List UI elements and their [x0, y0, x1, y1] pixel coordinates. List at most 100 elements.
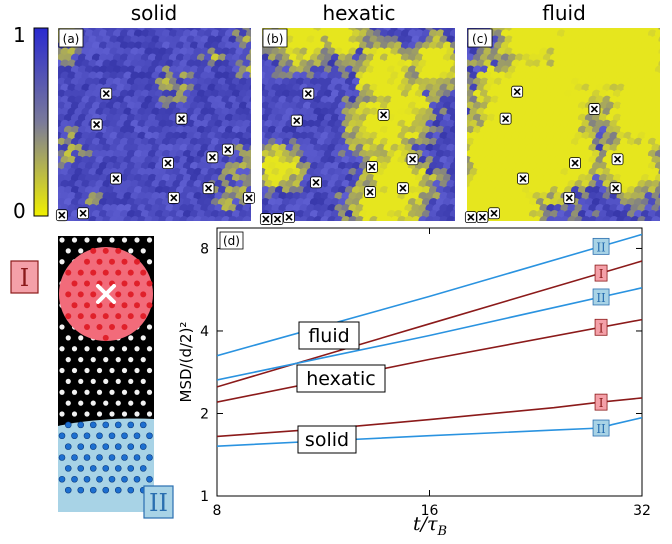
- order-cell: [532, 216, 542, 221]
- panel-c-tag: (c): [472, 32, 488, 46]
- order-cell: [662, 150, 671, 159]
- order-cell: [253, 66, 262, 75]
- order-cell: [193, 216, 203, 221]
- y-axis-label: MSD/(d/2)²: [177, 322, 195, 403]
- particle-ii: [121, 454, 128, 461]
- order-cell: [327, 216, 337, 221]
- particle-i: [134, 280, 140, 287]
- particle: [71, 237, 78, 243]
- particle: [59, 411, 65, 417]
- order-cell: [137, 216, 147, 221]
- particle-ii: [89, 421, 97, 429]
- order-cell: [369, 216, 379, 221]
- particle-ii: [83, 475, 91, 483]
- order-cell: [313, 216, 323, 221]
- order-cell: [504, 216, 514, 221]
- schematic-red-particles: [65, 247, 153, 341]
- order-cell: [85, 222, 94, 231]
- particle-i: [127, 291, 134, 298]
- particle-ii: [127, 421, 135, 429]
- particle: [65, 400, 71, 406]
- particle-ii: [89, 443, 97, 450]
- defect-marker-icon: [476, 211, 489, 224]
- particle: [84, 389, 90, 395]
- x-tick-label: 32: [633, 503, 651, 519]
- particle: [134, 411, 140, 417]
- particle: [146, 259, 153, 265]
- order-cell: [662, 126, 671, 135]
- particle-ii: [146, 475, 153, 483]
- series-tag-label: II: [596, 291, 606, 305]
- particle-i: [127, 313, 134, 320]
- order-cell: [457, 54, 466, 63]
- particle-i: [140, 269, 147, 276]
- order-cell: [446, 216, 455, 221]
- order-cell: [130, 216, 140, 221]
- order-cell: [123, 216, 133, 221]
- order-cell: [567, 216, 577, 221]
- series-tag-box: [592, 288, 610, 306]
- particle: [121, 411, 128, 417]
- order-cell: [334, 216, 344, 221]
- particle-ii: [108, 475, 116, 483]
- order-cell: [457, 114, 466, 123]
- annotation-hexatic-box: [296, 364, 386, 393]
- particle-ii: [71, 475, 78, 483]
- particle: [96, 389, 103, 395]
- series-tag-label: II: [596, 240, 606, 254]
- annotation-solid-box: [297, 425, 357, 454]
- particle-ii: [89, 465, 97, 472]
- order-cell: [457, 198, 466, 207]
- order-cell: [200, 216, 210, 221]
- panel-a-markers: [55, 87, 255, 222]
- order-cell: [64, 222, 73, 231]
- order-cell: [609, 216, 619, 221]
- defect-marker-icon: [206, 151, 219, 164]
- order-cell: [546, 216, 556, 221]
- panel-c-tag-box: [467, 28, 493, 48]
- panel-b-tag-box: [262, 28, 288, 48]
- order-cell: [595, 216, 605, 221]
- particle-i: [71, 302, 78, 309]
- colorbar-gradient: [33, 27, 49, 217]
- panel-a-cells: [58, 28, 262, 231]
- defect-marker-icon: [55, 209, 68, 222]
- defect-marker-icon: [283, 211, 295, 224]
- particle-ii: [114, 465, 122, 472]
- order-cell: [457, 66, 466, 75]
- order-cell: [457, 90, 466, 99]
- order-cell: [88, 216, 98, 221]
- particle-i: [65, 269, 72, 276]
- particle: [90, 400, 96, 406]
- order-cell: [457, 150, 466, 159]
- order-cell: [221, 216, 231, 221]
- order-cell: [120, 222, 129, 231]
- particle: [109, 389, 115, 395]
- order-cell: [341, 216, 351, 221]
- order-cell: [306, 216, 316, 221]
- order-cell: [141, 222, 150, 231]
- x-axis-label: t/τB: [413, 513, 447, 539]
- order-cell: [179, 216, 189, 221]
- order-cell: [253, 102, 262, 111]
- order-cell: [95, 216, 105, 221]
- defect-marker-icon: [364, 186, 376, 198]
- defect-marker-icon: [609, 182, 622, 195]
- particle: [65, 357, 71, 363]
- order-cell: [397, 216, 407, 221]
- order-cell: [662, 114, 671, 123]
- series-tag-box: [594, 393, 608, 411]
- annotation-fluid: fluid: [308, 325, 349, 347]
- order-cell: [158, 216, 168, 221]
- order-cell: [113, 222, 122, 231]
- particle-ii: [71, 454, 78, 461]
- order-cell: [253, 54, 262, 63]
- panel-c-cells: [467, 28, 671, 221]
- particle-i: [65, 291, 72, 298]
- order-cell: [637, 216, 647, 221]
- order-cell: [183, 222, 192, 231]
- order-cell: [253, 138, 262, 147]
- order-cell: [630, 216, 640, 221]
- particle: [78, 378, 84, 384]
- particle: [140, 357, 146, 363]
